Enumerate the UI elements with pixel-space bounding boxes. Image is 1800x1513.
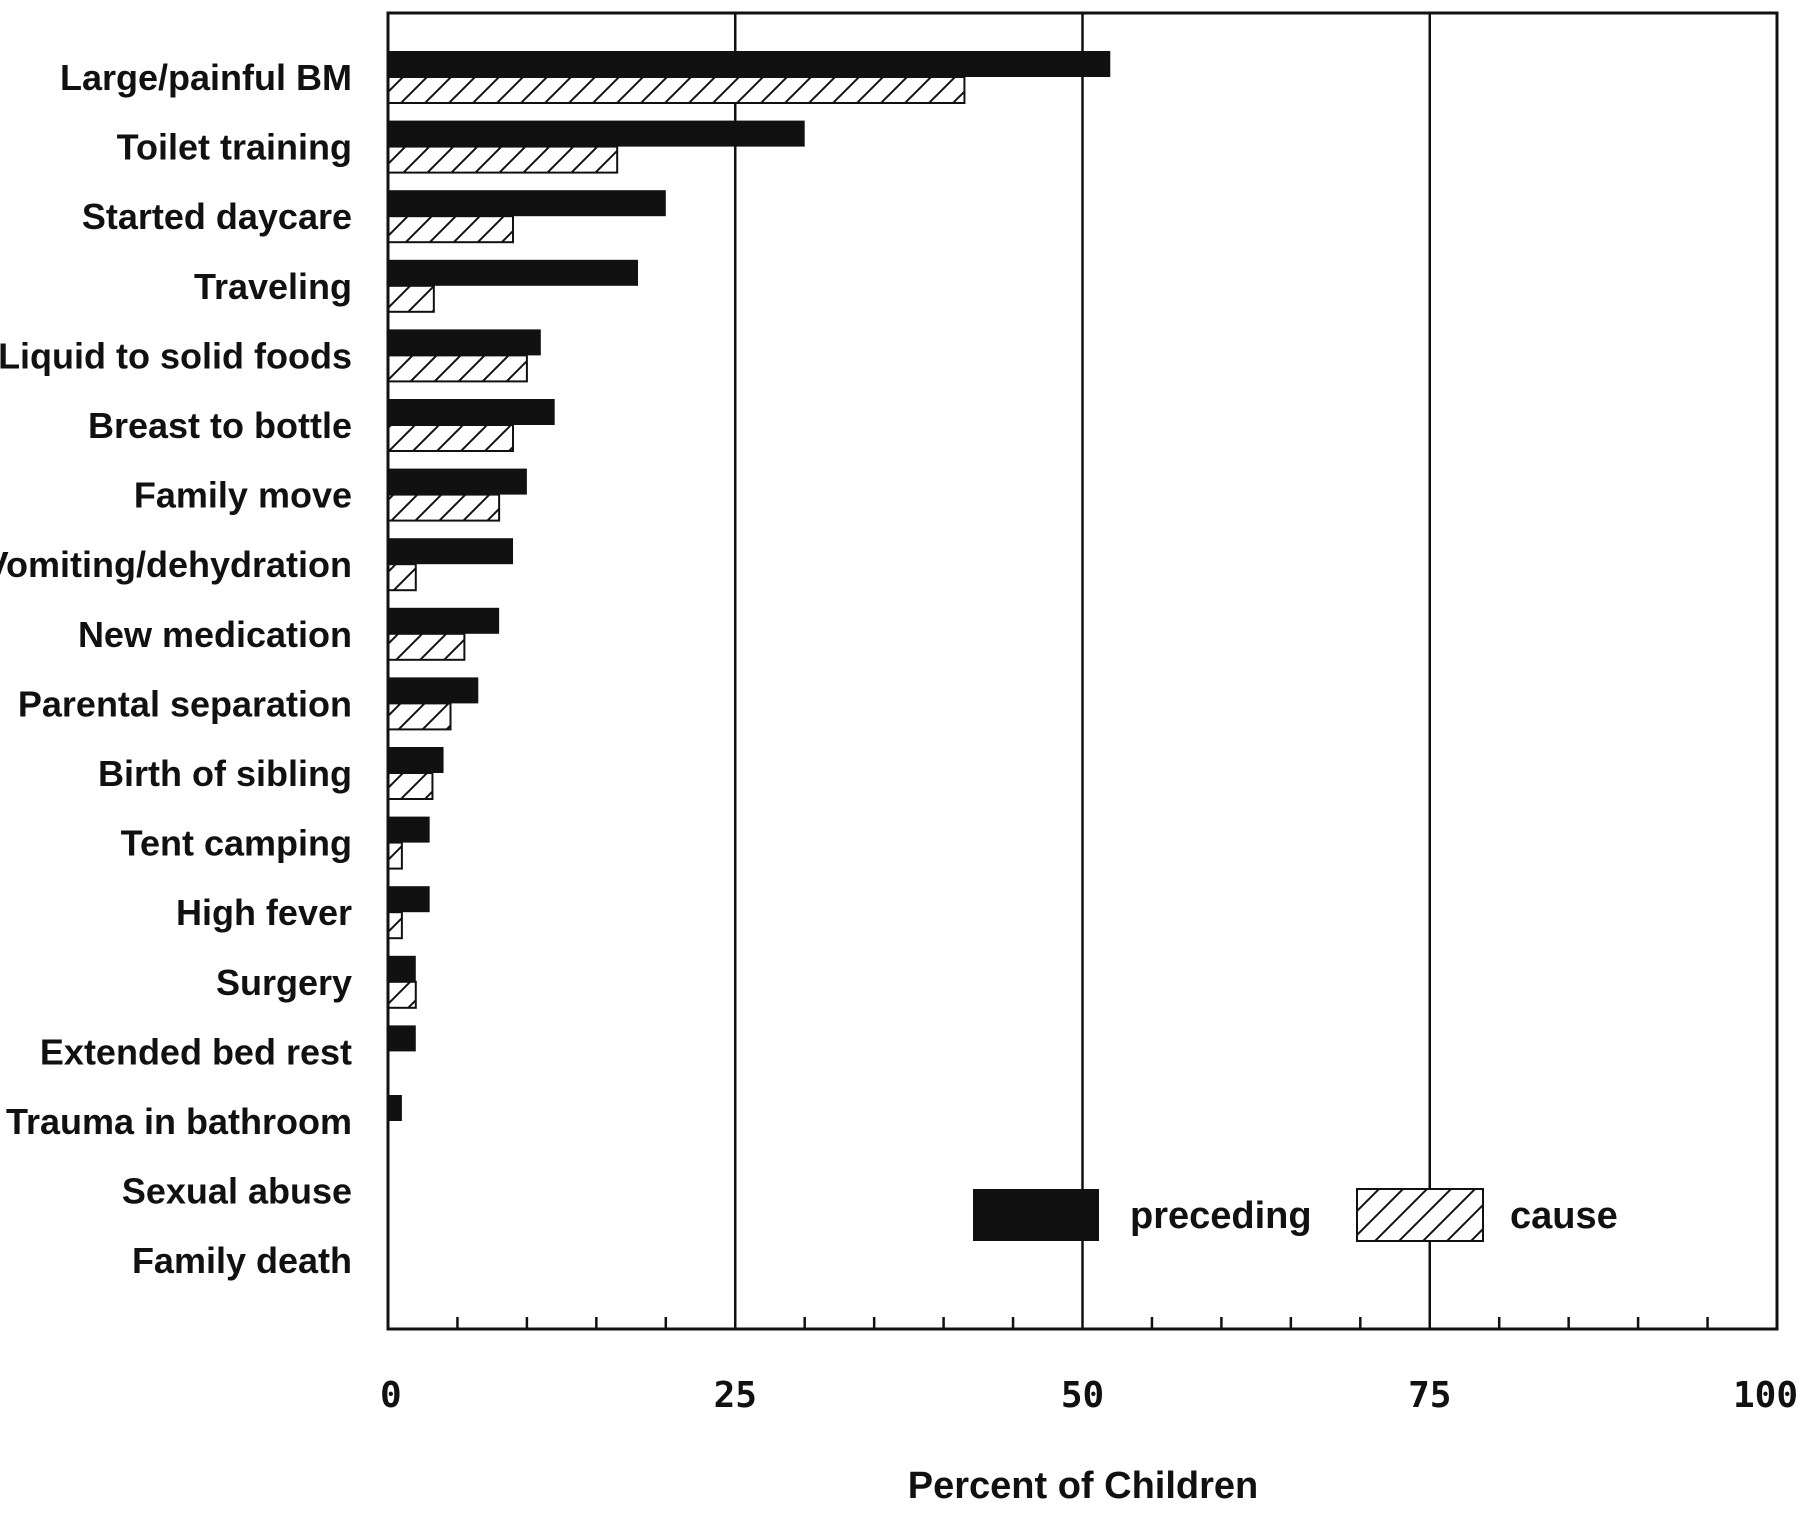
category-label-tent-camping: Tent camping xyxy=(121,823,352,864)
category-label-breast-to-bottle: Breast to bottle xyxy=(88,405,352,446)
bar-cause-tent-camping xyxy=(387,841,403,870)
category-label-new-medication: New medication xyxy=(78,614,352,655)
category-label-started-daycare: Started daycare xyxy=(82,196,352,237)
bar-preceding-vomiting-dehydration xyxy=(388,538,514,565)
x-tick-label-75: 75 xyxy=(1408,1375,1451,1416)
category-label-vomiting-dehydration: Vomiting/dehydration xyxy=(0,544,352,585)
bar-preceding-extended-bed-rest xyxy=(388,1025,416,1052)
category-label-surgery: Surgery xyxy=(216,962,352,1003)
category-label-parental-separation: Parental separation xyxy=(18,683,352,724)
bar-cause-high-fever xyxy=(387,911,403,940)
bar-preceding-surgery xyxy=(388,955,416,982)
bar-preceding-breast-to-bottle xyxy=(388,399,555,425)
category-label-liquid-to-solid-foods: Liquid to solid foods xyxy=(0,335,352,376)
plot-frame xyxy=(386,11,1779,1331)
bar-preceding-parental-separation xyxy=(388,677,479,704)
bars xyxy=(387,51,1111,1121)
bar-cause-traveling xyxy=(387,284,435,313)
bar-preceding-large-painful-bm xyxy=(388,51,1111,77)
legend-swatch-cause xyxy=(1356,1188,1484,1242)
category-label-trauma-in-bathroom: Trauma in bathroom xyxy=(6,1101,352,1142)
category-label-birth-of-sibling: Birth of sibling xyxy=(98,753,352,794)
bar-preceding-birth-of-sibling xyxy=(388,747,444,773)
x-tick-label-100: 100 xyxy=(1733,1375,1798,1416)
legend-label-preceding: preceding xyxy=(1130,1195,1312,1237)
category-labels: Large/painful BM Toilet training Started d… xyxy=(0,57,352,1281)
bar-cause-breast-to-bottle xyxy=(387,424,515,452)
x-axis-title: Percent of Children xyxy=(908,1465,1259,1507)
legend-swatch-preceding xyxy=(973,1189,1099,1241)
bar-preceding-tent-camping xyxy=(388,816,430,843)
bar-cause-started-daycare xyxy=(387,215,515,244)
bar-cause-family-move xyxy=(387,493,501,522)
category-label-family-death: Family death xyxy=(132,1240,352,1281)
bar-preceding-family-move xyxy=(388,468,527,495)
bar-preceding-new-medication xyxy=(388,607,500,634)
category-label-toilet-training: Toilet training xyxy=(117,127,352,168)
bar-preceding-trauma-in-bathroom xyxy=(388,1095,402,1121)
bar-cause-vomiting-dehydration xyxy=(387,563,417,592)
bar-preceding-liquid-to-solid-foods xyxy=(388,329,541,356)
bar-cause-surgery xyxy=(387,980,417,1009)
category-label-sexual-abuse: Sexual abuse xyxy=(122,1171,352,1212)
bar-cause-parental-separation xyxy=(387,702,452,731)
legend-label-cause: cause xyxy=(1510,1195,1618,1237)
category-label-family-move: Family move xyxy=(134,475,352,516)
bar-cause-new-medication xyxy=(387,632,466,661)
bar-preceding-traveling xyxy=(388,259,639,286)
category-label-large-painful-bm: Large/painful BM xyxy=(60,57,352,98)
category-label-traveling: Traveling xyxy=(194,266,352,307)
bar-cause-toilet-training xyxy=(387,145,619,174)
grid-lines xyxy=(734,13,1431,1329)
x-tick-label-25: 25 xyxy=(714,1375,757,1416)
bar-preceding-high-fever xyxy=(388,886,430,913)
bar-preceding-started-daycare xyxy=(388,190,666,217)
x-tick-label-50: 50 xyxy=(1061,1375,1104,1416)
bar-cause-large-painful-bm xyxy=(387,76,966,104)
bar-cause-birth-of-sibling xyxy=(387,772,434,800)
x-tick-labels: 0 25 50 75 100 xyxy=(380,1375,1798,1416)
bar-cause-liquid-to-solid-foods xyxy=(387,354,528,383)
axes xyxy=(386,11,1779,1331)
bar-preceding-toilet-training xyxy=(388,120,805,147)
category-label-high-fever: High fever xyxy=(176,892,352,933)
x-tick-label-0: 0 xyxy=(380,1375,402,1416)
category-label-extended-bed-rest: Extended bed rest xyxy=(40,1031,352,1072)
legend: preceding cause xyxy=(973,1188,1618,1242)
